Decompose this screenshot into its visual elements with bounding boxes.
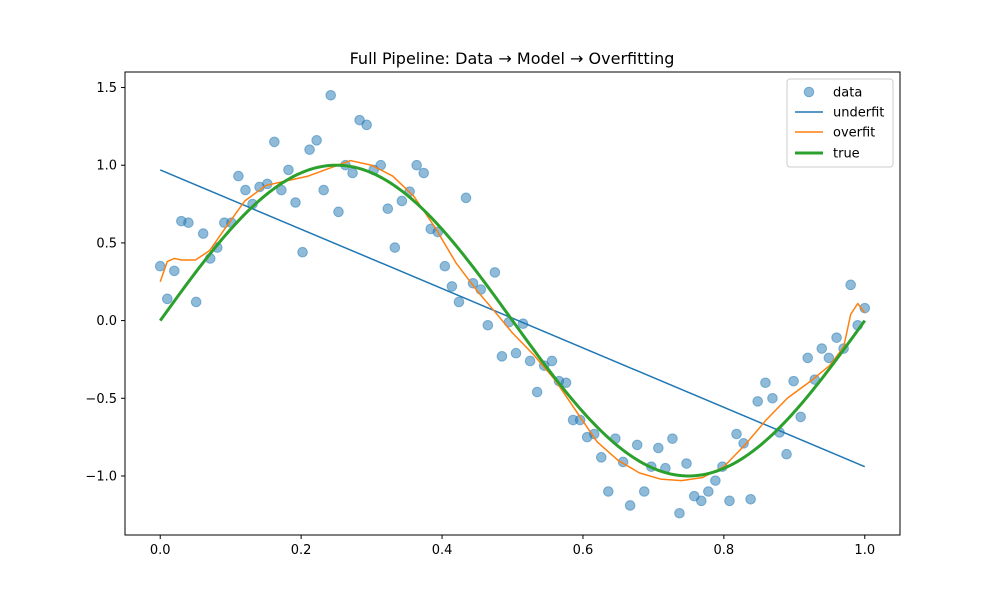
data-point — [439, 260, 451, 272]
data-point — [745, 493, 756, 505]
data-point — [781, 448, 792, 460]
plot-area — [125, 72, 900, 535]
x-tick-label: 0.0 — [150, 543, 171, 558]
data-point — [347, 167, 358, 179]
data-point — [297, 246, 308, 258]
data-point — [731, 428, 742, 440]
legend-label-data: data — [833, 86, 862, 101]
x-axis: 0.0 0.2 0.4 0.6 0.8 1.0 — [150, 535, 875, 558]
data-point — [325, 90, 337, 101]
y-tick-label: 1.5 — [96, 81, 117, 96]
data-point — [290, 197, 301, 208]
data-point — [446, 281, 458, 292]
data-point — [169, 265, 180, 277]
x-tick-label: 0.4 — [432, 543, 453, 558]
data-point — [624, 500, 636, 511]
data-point — [788, 375, 799, 387]
data-point — [531, 386, 543, 398]
data-point — [574, 414, 586, 426]
legend-label-overfit: overfit — [833, 126, 875, 141]
data-point — [418, 167, 430, 179]
plot-content — [154, 90, 871, 519]
data-point — [816, 343, 828, 354]
data-point — [710, 475, 721, 486]
legend-marker-data — [803, 86, 815, 98]
data-point — [724, 495, 735, 507]
x-tick-label: 1.0 — [854, 543, 875, 558]
data-point — [389, 242, 401, 253]
chart-title: Full Pipeline: Data → Model → Overfittin… — [350, 49, 675, 68]
data-point — [760, 377, 771, 389]
data-point — [382, 203, 394, 215]
data-point — [240, 184, 251, 196]
legend-label-underfit: underfit — [833, 106, 884, 121]
data-point — [396, 195, 408, 207]
data-point — [283, 164, 294, 176]
data-point — [496, 351, 508, 362]
data-point — [703, 486, 714, 497]
data-point — [638, 486, 650, 497]
data-point — [453, 296, 465, 308]
data-point — [318, 184, 329, 196]
data-point — [411, 159, 422, 171]
data-point — [738, 438, 749, 449]
data-point — [667, 433, 678, 444]
y-tick-label: 0.5 — [96, 236, 117, 251]
legend: data underfit overfit true — [786, 78, 894, 168]
data-point — [767, 392, 778, 404]
data-point — [631, 439, 643, 451]
series-overfit-line — [159, 159, 866, 482]
data-point — [595, 452, 607, 463]
data-point — [752, 396, 763, 407]
data-point — [546, 355, 558, 367]
data-point — [510, 347, 522, 359]
data-point — [681, 458, 692, 469]
data-point — [831, 332, 842, 343]
y-tick-label: 1.0 — [96, 159, 117, 174]
legend-label-true: true — [833, 147, 860, 162]
data-point — [190, 296, 202, 308]
data-point — [823, 352, 835, 364]
data-point — [795, 411, 806, 423]
data-point — [197, 228, 209, 239]
y-tick-label: −1.0 — [85, 469, 117, 484]
data-point — [524, 355, 536, 367]
series-true-line — [159, 163, 866, 478]
data-point — [161, 293, 173, 305]
y-tick-label: −0.5 — [85, 392, 117, 407]
data-point — [802, 352, 814, 364]
data-point — [603, 486, 614, 497]
data-point — [269, 136, 280, 148]
data-point — [696, 495, 707, 507]
data-point — [361, 119, 372, 131]
data-point — [311, 135, 322, 146]
data-point — [233, 170, 244, 182]
data-point — [467, 278, 479, 289]
data-point — [674, 507, 685, 519]
data-point — [560, 377, 572, 389]
data-point — [845, 279, 856, 291]
x-tick-label: 0.2 — [291, 543, 312, 558]
x-tick-label: 0.6 — [573, 543, 594, 558]
data-point — [154, 260, 166, 272]
data-point — [482, 319, 494, 331]
data-point — [460, 192, 472, 204]
x-tick-label: 0.8 — [714, 543, 735, 558]
data-point — [475, 284, 487, 295]
data-point — [183, 217, 194, 229]
data-point — [333, 206, 344, 218]
data-point — [489, 267, 501, 278]
plot-frame — [124, 71, 901, 536]
y-tick-label: 0.0 — [96, 314, 117, 329]
legend-box — [786, 78, 894, 168]
data-point — [304, 144, 315, 155]
data-point — [653, 442, 664, 454]
y-axis: −1.0 −0.5 0.0 0.5 1.0 1.5 — [85, 81, 125, 484]
